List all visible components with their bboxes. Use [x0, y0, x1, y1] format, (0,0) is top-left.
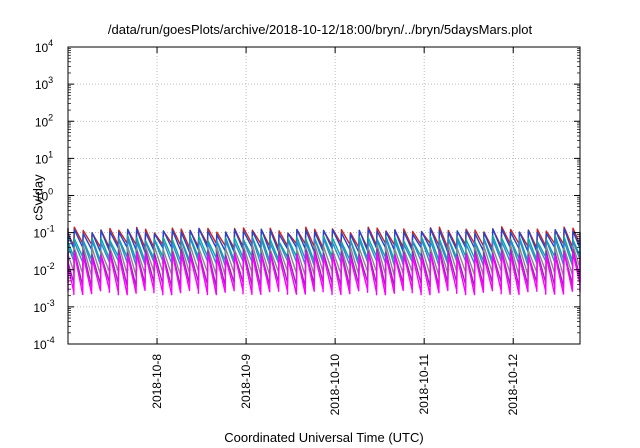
y-tick-label: 10-4	[33, 335, 54, 352]
x-axis-label: Coordinated Universal Time (UTC)	[224, 430, 424, 445]
x-tick-label: 2018-10-8	[150, 354, 164, 409]
x-tick-label: 2018-10-11	[417, 354, 431, 415]
grid-layer	[68, 47, 580, 344]
y-tick-label: 10-3	[33, 298, 54, 315]
y-tick-label: 10-1	[33, 224, 54, 241]
chart-title: /data/run/goesPlots/archive/2018-10-12/1…	[107, 22, 533, 37]
y-tick-label: 104	[35, 38, 53, 55]
x-tick-label: 2018-10-10	[328, 354, 342, 416]
y-tick-label: 10-2	[33, 261, 54, 278]
y-tick-label: 101	[35, 149, 53, 166]
y-tick-label: 103	[35, 75, 53, 92]
series-line-6	[67, 251, 581, 296]
series-layer	[67, 226, 581, 296]
series-line-1	[67, 227, 581, 253]
ticks-layer: 10-4 10-3 10-2 10-1 100 101 102 103 104 2018-10-8…	[33, 38, 580, 415]
x-tick-label: 2018-10-12	[506, 354, 520, 416]
y-tick-label: 102	[35, 112, 53, 129]
y-tick-label: 100	[35, 187, 53, 204]
x-tick-label: 2018-10-9	[239, 354, 253, 409]
